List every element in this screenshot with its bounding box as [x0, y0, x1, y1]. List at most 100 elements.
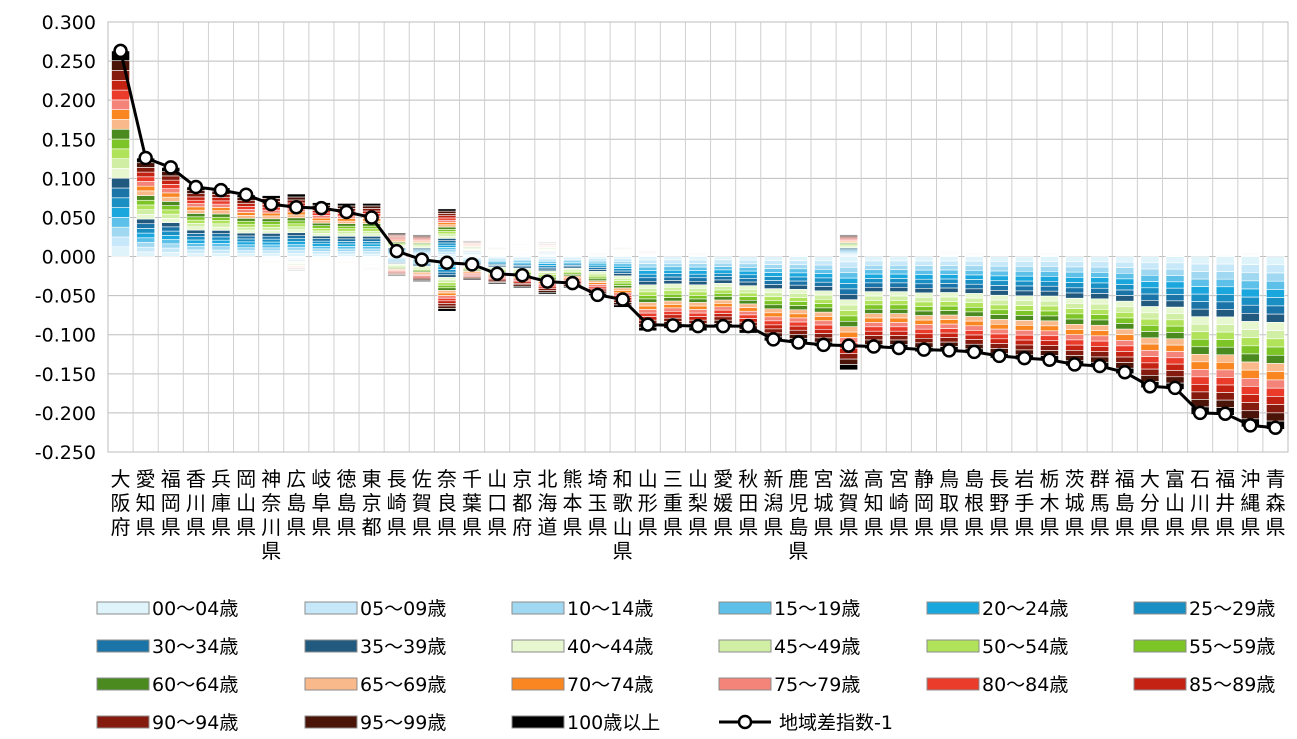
bar-segment	[337, 229, 355, 232]
bar-segment	[1066, 309, 1084, 314]
bar-segment	[1015, 325, 1033, 330]
legend-item: 35～39歳	[305, 636, 446, 658]
bar-segment	[1241, 354, 1259, 362]
bar-segment	[639, 257, 657, 261]
legend-item: 95～99歳	[305, 712, 446, 734]
line-point	[968, 346, 980, 358]
bar-segment	[237, 233, 255, 236]
bar-segment	[162, 252, 180, 256]
bar-segment	[112, 217, 130, 227]
bar-segment	[689, 278, 707, 282]
legend-swatch	[97, 716, 149, 728]
x-tick-label: 熊本県	[562, 467, 582, 539]
bar-segment	[162, 206, 180, 210]
line-point	[1169, 382, 1181, 394]
bar-segment	[337, 251, 355, 254]
bar-segment	[814, 287, 832, 291]
bar-segment	[1266, 413, 1284, 421]
bar-segment	[1266, 289, 1284, 297]
bar-segment	[137, 167, 155, 172]
bar-segment	[814, 325, 832, 329]
bar-segment	[1015, 296, 1033, 301]
bar-segment	[714, 314, 732, 317]
bar-segment	[262, 254, 280, 257]
bar-segment	[312, 254, 330, 257]
bar-segment	[789, 318, 807, 322]
bar-segment	[1191, 384, 1209, 392]
bar-segment	[764, 321, 782, 325]
bar-segment	[438, 285, 456, 288]
bar-segment	[865, 314, 883, 318]
bar-segment	[112, 178, 130, 188]
bar-segment	[1191, 272, 1209, 280]
bar-segment	[438, 238, 456, 240]
bar-segment	[137, 172, 155, 177]
bar-segment	[438, 277, 456, 280]
bar-segment	[262, 222, 280, 225]
bar-stack	[1066, 257, 1084, 366]
bar-segment	[1091, 257, 1109, 262]
bar-segment	[764, 297, 782, 301]
legend-item: 100歳以上	[512, 712, 660, 734]
bar-segment	[438, 306, 456, 309]
legend-item: 20～24歳	[927, 598, 1068, 620]
bar-segment	[1141, 338, 1159, 344]
bar-segment	[1040, 261, 1058, 266]
x-tick-label: 岡山県	[236, 467, 256, 539]
bar-segment	[789, 310, 807, 314]
bar-segment	[689, 267, 707, 271]
bar-segment	[764, 317, 782, 321]
bar-segment	[187, 200, 205, 203]
bar-segment	[965, 284, 983, 289]
bar-segment	[840, 278, 858, 283]
bar-segment	[965, 335, 983, 340]
bar-segment	[789, 285, 807, 289]
bar-segment	[714, 297, 732, 300]
bar-segment	[162, 214, 180, 218]
legend-item: 50～54歳	[927, 636, 1068, 658]
bar-segment	[1266, 396, 1284, 404]
bar-segment	[664, 304, 682, 307]
bar-segment	[1091, 315, 1109, 320]
line-point	[667, 319, 679, 331]
bar-segment	[463, 279, 481, 280]
bar-segment	[890, 292, 908, 296]
bar-segment	[814, 299, 832, 303]
bar-segment	[1266, 273, 1284, 281]
bar-segment	[814, 304, 832, 308]
bar-segment	[1141, 344, 1159, 350]
bar-segment	[1241, 362, 1259, 370]
bar-segment	[915, 334, 933, 339]
legend-swatch	[512, 602, 564, 614]
bar-segment	[940, 315, 958, 320]
bar-segment	[312, 226, 330, 229]
bar-segment	[1166, 326, 1184, 332]
bar-segment	[639, 313, 657, 317]
bar-segment	[639, 260, 657, 264]
bar-segment	[965, 321, 983, 326]
bar-segment	[865, 274, 883, 278]
bar-segment	[1141, 357, 1159, 363]
bar-stack	[814, 257, 832, 347]
bar-segment	[1141, 319, 1159, 325]
bar-segment	[438, 234, 456, 236]
bar-segment	[990, 305, 1008, 310]
bar-segment	[162, 244, 180, 248]
bar-segment	[1166, 288, 1184, 294]
bar-segment	[1015, 276, 1033, 281]
legend-swatch	[719, 640, 771, 652]
bar-segment	[237, 251, 255, 254]
x-tick-label: 長野県	[989, 467, 1009, 539]
bar-segment	[664, 263, 682, 266]
bar-segment	[915, 338, 933, 343]
bar-stack	[1191, 257, 1209, 415]
legend-swatch	[97, 678, 149, 690]
line-point	[140, 152, 152, 164]
bar-segment	[1266, 372, 1284, 380]
bar-segment	[212, 207, 230, 210]
bar-segment	[639, 303, 657, 307]
bar-segment	[337, 264, 355, 265]
bar-segment	[915, 293, 933, 298]
bar-segment	[137, 238, 155, 243]
bar-segment	[1116, 279, 1134, 285]
